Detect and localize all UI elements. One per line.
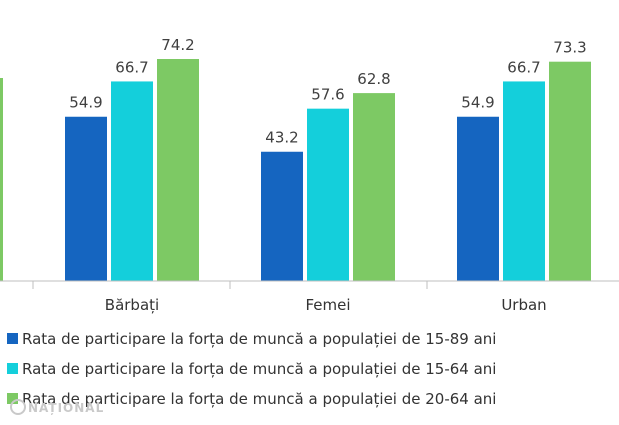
data-label: 57.6 <box>311 86 344 104</box>
legend-swatch <box>7 393 18 404</box>
category-label: Urban <box>501 296 546 314</box>
bar-s3-1 <box>157 59 199 281</box>
legend-label: Rata de participare la forța de muncă a … <box>22 330 496 348</box>
bars-layer <box>0 59 591 282</box>
bar-s3-2 <box>353 93 395 281</box>
bar-cutoff-left <box>0 78 3 281</box>
legend-label: Rata de participare la forța de muncă a … <box>22 360 496 378</box>
watermark-icon <box>10 399 26 415</box>
bar-s1-3 <box>457 116 499 282</box>
data-label: 54.9 <box>69 94 102 112</box>
bar-s1-1 <box>65 116 107 282</box>
x-axis: Bărbați Femei Urban <box>0 280 619 314</box>
data-label: 73.3 <box>553 39 586 57</box>
data-label: 62.8 <box>357 70 390 88</box>
data-label: 66.7 <box>507 58 540 76</box>
bar-s2-1 <box>111 81 153 281</box>
bar-s1-2 <box>261 151 303 281</box>
legend-swatch <box>7 363 18 374</box>
data-label: 54.9 <box>461 94 494 112</box>
data-label: 66.7 <box>115 58 148 76</box>
data-label: 43.2 <box>265 129 298 147</box>
category-label: Bărbați <box>105 296 159 314</box>
data-label: 74.2 <box>161 36 194 54</box>
legend-swatch <box>7 333 18 344</box>
bar-s2-3 <box>503 81 545 281</box>
legend: Rata de participare la forța de muncă a … <box>7 330 496 408</box>
category-label: Femei <box>305 296 350 314</box>
bar-s2-2 <box>307 108 349 281</box>
bar-s3-3 <box>549 61 591 282</box>
watermark-text: NAȚIONAL <box>28 401 104 415</box>
watermark-logo: NAȚIONAL <box>10 399 104 415</box>
legend-label: Rata de participare la forța de muncă a … <box>22 390 496 408</box>
value-labels-layer: 54.9 43.2 54.9 66.7 57.6 66.7 74.2 62.8 73.3 <box>69 36 586 147</box>
